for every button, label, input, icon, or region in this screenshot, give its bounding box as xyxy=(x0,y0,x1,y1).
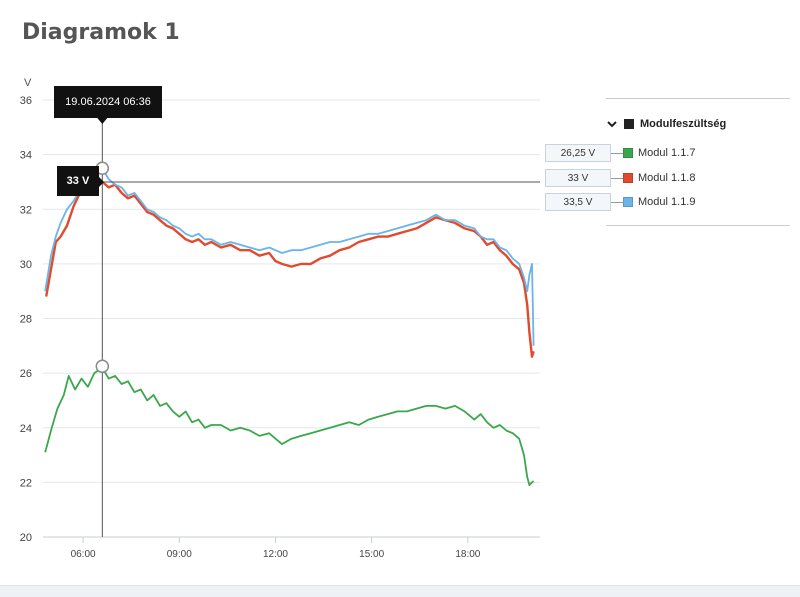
legend-value-box: 33 V xyxy=(545,169,611,187)
y-axis-unit-label: V xyxy=(24,77,32,89)
tooltip-date: 19.06.2024 06:36 xyxy=(54,86,162,118)
series-lines xyxy=(44,167,535,486)
series-line-modul-1-1-7[interactable] xyxy=(44,366,535,486)
legend-value-box: 33,5 V xyxy=(545,193,611,211)
y-tick-label: 24 xyxy=(20,423,32,435)
series-color-swatch[interactable] xyxy=(623,197,633,207)
y-tick-label: 34 xyxy=(20,150,32,162)
chart-grid xyxy=(43,99,540,538)
y-tick-label: 20 xyxy=(20,532,32,544)
crosshair xyxy=(95,118,540,537)
x-axis-ticks: 06:00 09:00 12:00 15:00 18:00 xyxy=(71,537,481,560)
legend-item-modul-1-1-7[interactable]: 26,25 V Modul 1.1.7 xyxy=(545,144,695,162)
x-tick-label: 18:00 xyxy=(455,549,480,560)
x-tick-label: 09:00 xyxy=(167,549,192,560)
legend-series-name[interactable]: Modul 1.1.9 xyxy=(638,196,696,208)
page-title: Diagramok 1 xyxy=(22,20,180,45)
tooltip-value: 33 V xyxy=(57,166,99,196)
y-tick-label: 30 xyxy=(20,259,32,271)
legend-connector xyxy=(611,201,623,203)
legend-item-modul-1-1-9[interactable]: 33,5 V Modul 1.1.9 xyxy=(545,193,695,211)
tooltip-value-pointer xyxy=(99,176,104,187)
series-line-modul-1-1-8[interactable] xyxy=(45,180,535,358)
y-tick-label: 36 xyxy=(20,95,32,107)
x-tick-label: 12:00 xyxy=(263,549,288,560)
legend-group-label: Modulfeszültség xyxy=(640,118,727,130)
x-tick-label: 06:00 xyxy=(71,549,96,560)
y-tick-label: 28 xyxy=(20,314,32,326)
series-color-swatch[interactable] xyxy=(623,173,633,183)
y-tick-label: 26 xyxy=(20,368,32,380)
series-line-modul-1-1-9[interactable] xyxy=(44,167,535,346)
tooltip-date-pointer xyxy=(97,118,108,124)
y-tick-label: 22 xyxy=(20,477,32,489)
bottom-panel-strip xyxy=(0,585,800,597)
x-tick-label: 15:00 xyxy=(359,549,384,560)
crosshair-marker xyxy=(95,359,110,374)
legend-value-box: 26,25 V xyxy=(545,144,611,162)
y-tick-label: 32 xyxy=(20,204,32,216)
legend-series-name[interactable]: Modul 1.1.8 xyxy=(638,172,696,184)
series-color-swatch[interactable] xyxy=(623,148,633,158)
legend-divider-bottom xyxy=(606,225,790,226)
chevron-down-icon[interactable] xyxy=(606,118,618,130)
legend-divider-top xyxy=(606,98,790,99)
legend-series-name[interactable]: Modul 1.1.7 xyxy=(638,147,696,159)
group-toggle-checkbox[interactable] xyxy=(624,119,634,129)
legend-connector xyxy=(611,152,623,154)
legend-group-header[interactable]: Modulfeszültség xyxy=(606,118,726,130)
legend-connector xyxy=(611,177,623,179)
legend-item-modul-1-1-8[interactable]: 33 V Modul 1.1.8 xyxy=(545,169,695,187)
y-axis-ticks: 20 22 24 26 28 30 32 34 36 xyxy=(20,95,32,544)
